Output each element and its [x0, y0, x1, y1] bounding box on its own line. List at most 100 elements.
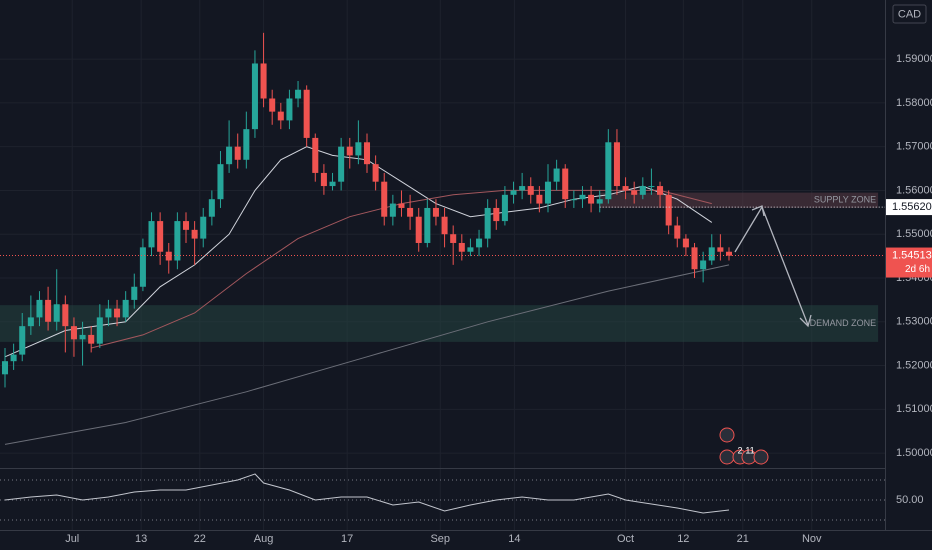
candle-body: [682, 238, 689, 248]
candle-body: [363, 142, 371, 165]
candle-body: [312, 137, 319, 173]
y-tick-label: 1.57000: [896, 141, 932, 153]
candle-body: [260, 63, 267, 99]
candle-body: [217, 164, 224, 200]
candle-body: [588, 194, 595, 204]
candle-body: [234, 146, 241, 160]
candle-body: [96, 317, 103, 344]
candle-body: [53, 304, 60, 322]
y-tick-label: 1.55000: [896, 228, 932, 240]
zone-label: DEMAND ZONE: [810, 318, 877, 328]
candle-body: [200, 216, 207, 239]
candle-body: [519, 186, 526, 191]
y-tick-label: 1.58000: [896, 97, 932, 109]
candle-body: [1, 361, 9, 375]
x-tick-label: Oct: [617, 533, 634, 545]
y-tick-label: 1.50000: [896, 447, 932, 459]
candle-body: [131, 286, 138, 300]
event-count: 11: [745, 445, 754, 455]
event-icon[interactable]: [753, 449, 769, 465]
level-label: 1.55620: [892, 201, 932, 213]
x-tick-label: 17: [341, 533, 353, 545]
candle-body: [329, 181, 336, 187]
x-tick-label: 12: [677, 533, 689, 545]
candle-body: [570, 199, 577, 201]
candle-body: [700, 260, 707, 270]
candle-body: [579, 194, 586, 200]
candle-body: [79, 334, 86, 340]
candle-body: [657, 186, 664, 195]
candle-body: [19, 326, 26, 355]
candle-body: [596, 199, 603, 204]
candle-body: [424, 207, 431, 243]
candle-body: [510, 190, 517, 195]
candle-body: [631, 190, 638, 195]
candle-body: [174, 221, 181, 261]
rsi-line: [4, 473, 730, 514]
candle-body: [157, 221, 164, 252]
event-icon[interactable]: [719, 427, 735, 443]
x-tick-label: Jul: [65, 533, 79, 545]
candle-body: [527, 186, 534, 195]
candle-body: [372, 164, 379, 182]
candle-body: [191, 229, 198, 239]
candle-body: [441, 216, 448, 235]
currency-box[interactable]: [892, 4, 927, 24]
event-icon[interactable]: [719, 449, 735, 465]
candle-body: [717, 247, 724, 252]
candle-body: [648, 186, 655, 188]
candle-body: [708, 247, 715, 261]
candle-body: [476, 238, 483, 248]
arrow-head: [799, 314, 812, 328]
rsi-tick-label: 50.00: [896, 494, 924, 506]
candle-body: [295, 89, 302, 99]
zone-label: SUPPLY ZONE: [814, 195, 876, 205]
candle-body: [70, 326, 77, 340]
candle-body: [122, 299, 129, 318]
y-tick-label: 1.52000: [896, 359, 932, 371]
x-tick-label: 13: [135, 533, 147, 545]
candle-body: [346, 146, 353, 156]
candle-body: [303, 89, 310, 138]
candle-body: [389, 203, 396, 217]
x-tick-label: 14: [508, 533, 520, 545]
candle-body: [450, 234, 457, 243]
x-tick-label: Aug: [254, 533, 274, 545]
candle-body: [467, 247, 474, 252]
candle-body: [665, 194, 672, 226]
candle-body: [182, 221, 190, 230]
candle-body: [226, 146, 233, 165]
candle-body: [674, 225, 681, 239]
moving-average: [4, 264, 730, 445]
candle-body: [88, 334, 95, 344]
candle-body: [622, 186, 629, 191]
candle-body: [114, 308, 121, 318]
candle-body: [458, 242, 465, 252]
y-tick-label: 1.53000: [896, 316, 932, 328]
candle-body: [10, 354, 17, 362]
candle-body: [105, 308, 112, 318]
candle-body: [415, 216, 422, 243]
candle-body: [139, 247, 146, 287]
candle-body: [286, 98, 293, 121]
candle-body: [725, 251, 733, 256]
candle-body: [432, 207, 439, 217]
x-tick-label: 21: [737, 533, 749, 545]
countdown-label: 2d 6h: [905, 264, 930, 275]
x-tick-label: 22: [194, 533, 206, 545]
candle-body: [613, 142, 620, 187]
y-tick-label: 1.56000: [896, 184, 932, 196]
candle-body: [320, 172, 327, 187]
candle-body: [562, 168, 569, 200]
candle-body: [536, 194, 543, 204]
candle-body: [269, 98, 276, 112]
candle-body: [148, 221, 155, 248]
marks-layer: [0, 32, 885, 514]
x-tick-label: Sep: [430, 533, 450, 545]
candle-body: [277, 111, 284, 121]
event-count: 2: [737, 445, 742, 455]
candle-body: [243, 129, 250, 160]
y-tick-label: 1.51000: [896, 403, 932, 415]
